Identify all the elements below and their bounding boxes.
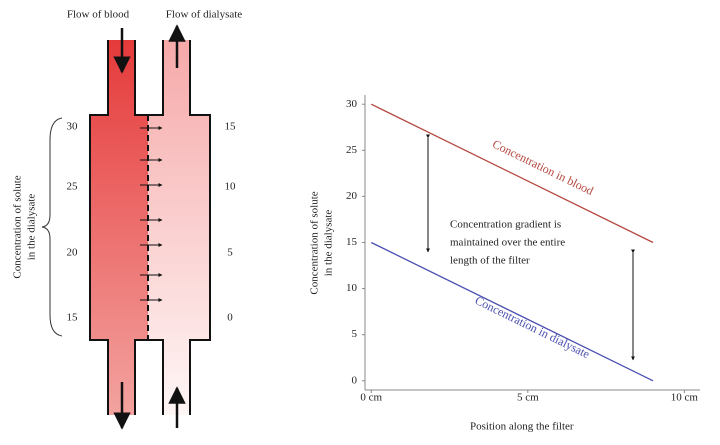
series-line	[370, 241, 654, 382]
blood-scale-label: 15	[67, 312, 79, 324]
y-tick-label: 0	[352, 374, 358, 386]
annotation: maintained over the entire	[450, 237, 565, 249]
y-tick-label: 5	[352, 328, 358, 340]
blood-scale-label: 30	[67, 121, 79, 133]
flow-arrows	[113, 24, 186, 430]
y-tick-label: 30	[346, 98, 358, 110]
chart: Concentration gradient is maintained ove…	[309, 95, 700, 433]
y-axis-label: in the dialysate	[323, 210, 335, 277]
y-label: Concentration of solute	[12, 175, 24, 278]
blood-channel	[90, 40, 148, 415]
series-label: Concentration in dialysate	[473, 293, 592, 361]
dialyzer: Flow of blood Flow of dialysate Concentr…	[12, 9, 242, 430]
x-tick-label: 0 cm	[360, 392, 382, 404]
series-line	[370, 103, 654, 244]
dialysate-scale-label: 5	[227, 247, 233, 259]
annotation: length of the filter	[450, 255, 530, 267]
blood-flow-label: Flow of blood	[67, 9, 130, 21]
dialysate-channel	[148, 40, 210, 415]
x-tick-label: 5 cm	[517, 392, 539, 404]
y-label: in the dialysate	[26, 194, 38, 261]
brace	[41, 117, 63, 337]
dialysate-scale-label: 0	[227, 312, 233, 324]
x-tick-label: 10 cm	[671, 392, 699, 404]
x-axis-label: Position along the filter	[470, 421, 574, 433]
diffusion-arrows	[140, 126, 163, 302]
dialysate-scale-label: 10	[225, 181, 237, 193]
y-tick-label: 20	[346, 190, 358, 202]
blood-scale-label: 25	[67, 181, 79, 193]
y-tick-label: 10	[346, 282, 358, 294]
y-axis-label: Concentration of solute	[309, 191, 321, 294]
dialysate-scale-label: 15	[225, 121, 237, 133]
y-tick-label: 15	[346, 236, 358, 248]
dialysate-flow-label: Flow of dialysate	[166, 9, 242, 21]
blood-scale-label: 20	[67, 247, 79, 259]
y-tick-label: 25	[346, 144, 358, 156]
annotation: Concentration gradient is	[450, 219, 561, 231]
